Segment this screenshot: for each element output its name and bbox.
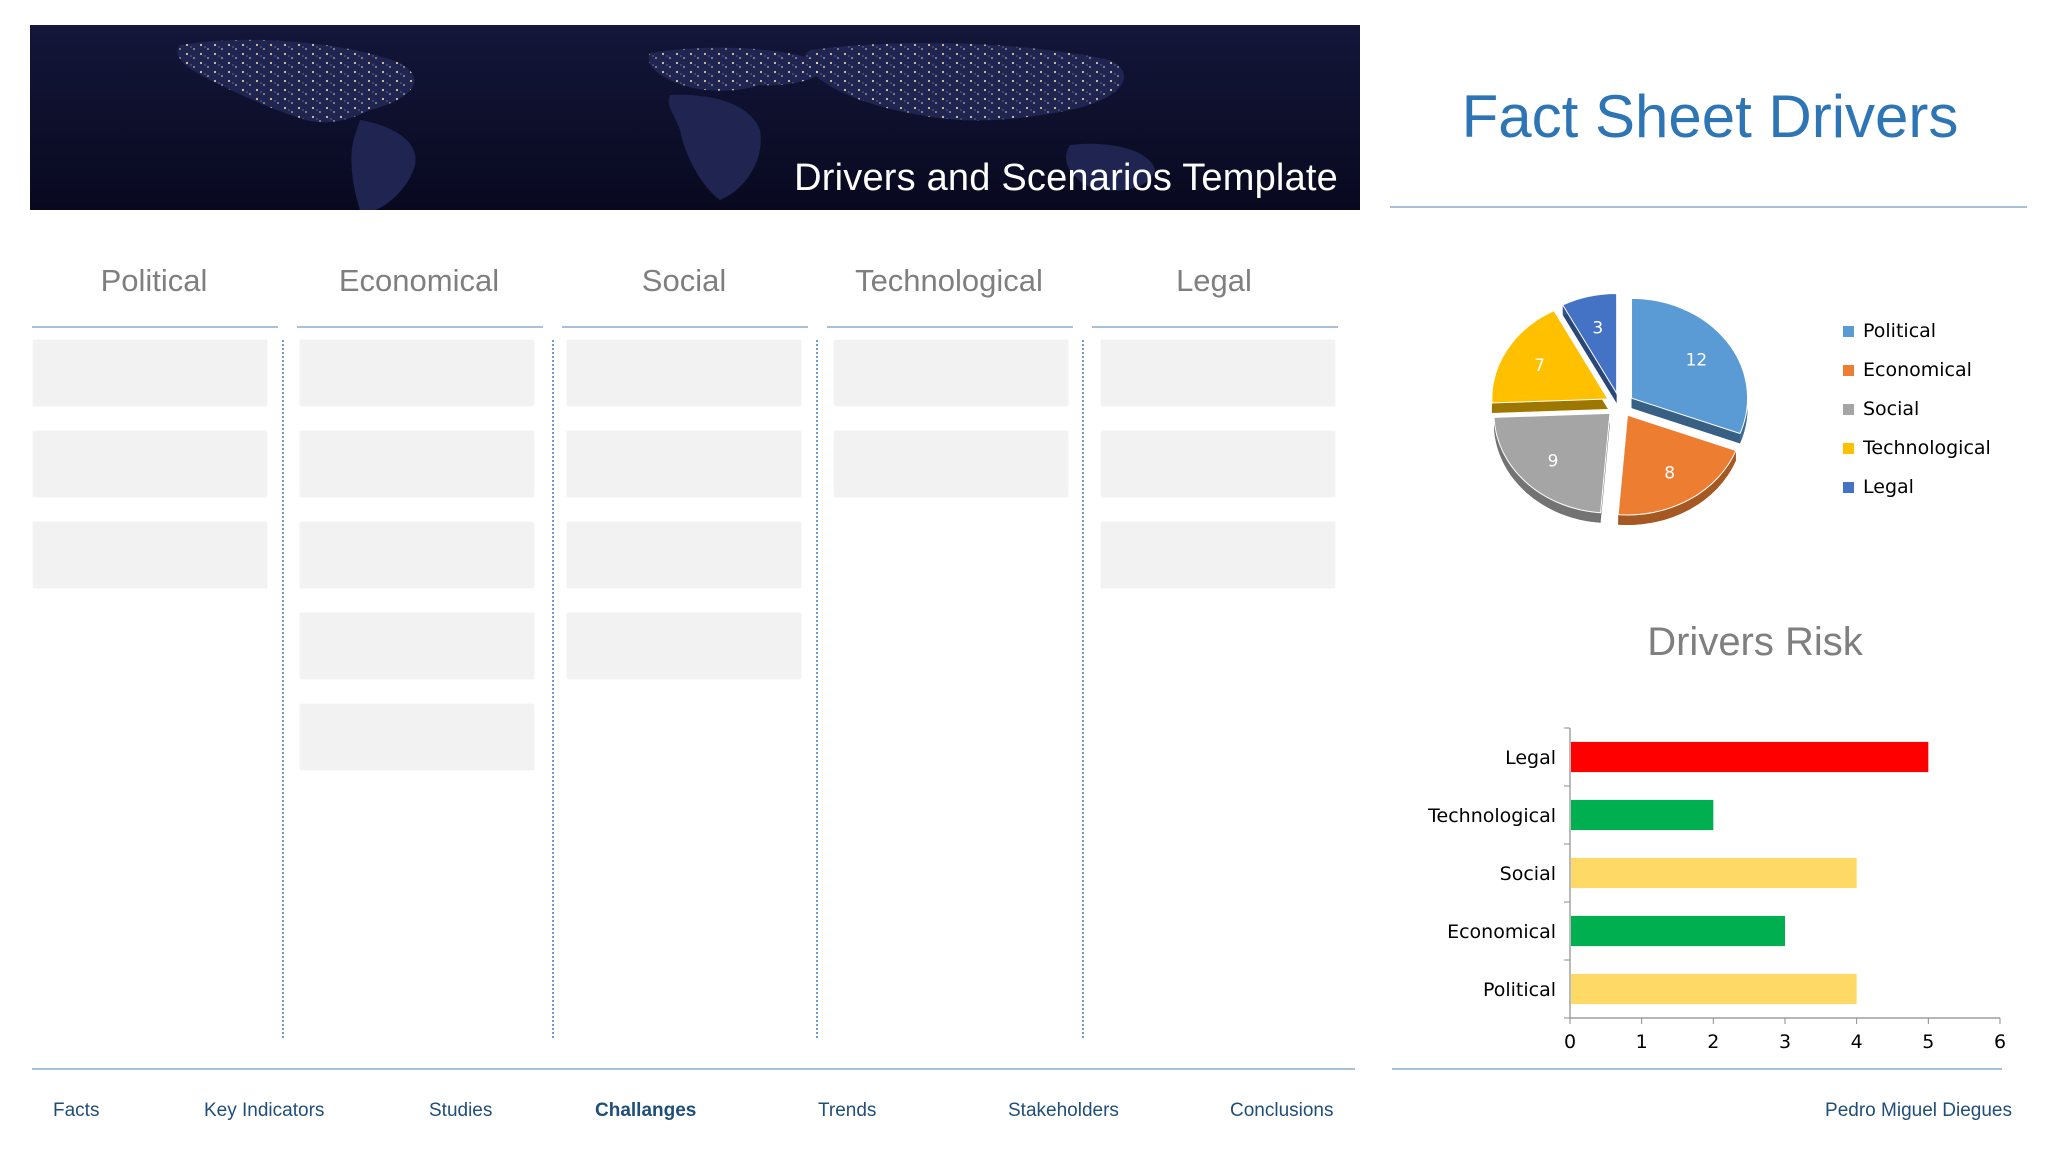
column-header-technological: Technological: [855, 263, 1043, 298]
legend-item-economical: Economical: [1843, 357, 1991, 396]
bar-legal: [1571, 741, 1929, 773]
nav-stakeholders[interactable]: Stakeholders: [1008, 1100, 1119, 1121]
bar-category-label: Legal: [1505, 747, 1556, 769]
column-header-social: Social: [641, 263, 727, 298]
column-separator: [816, 340, 818, 1038]
driver-card-social[interactable]: [567, 340, 801, 406]
legend-swatch: [1843, 365, 1854, 376]
legend-swatch: [1843, 326, 1854, 337]
pie-slice-legal: 3: [1562, 293, 1618, 404]
pie-legend: Political Economical Social Technological Le…: [1843, 318, 1991, 513]
column-separator: [1082, 340, 1084, 1038]
legend-label: Legal: [1863, 476, 1914, 498]
nav-facts[interactable]: Facts: [53, 1100, 100, 1121]
legend-swatch: [1843, 482, 1854, 493]
pie-data-label: 7: [1534, 356, 1545, 376]
x-tick-label: 0: [1564, 1031, 1576, 1053]
bar-category-label: Political: [1483, 979, 1556, 1001]
x-tick-label: 6: [1994, 1031, 2006, 1053]
legend-item-political: Political: [1843, 318, 1991, 357]
driver-card-legal[interactable]: [1101, 340, 1335, 406]
pie-slice-technological: 7: [1491, 310, 1609, 413]
legend-item-technological: Technological: [1843, 435, 1991, 474]
author-name: Pedro Miguel Diegues: [1825, 1100, 2012, 1121]
column-header-political: Political: [100, 263, 208, 298]
driver-card-economical[interactable]: [300, 613, 534, 679]
driver-card-technological[interactable]: [834, 431, 1068, 497]
x-tick-label: 2: [1707, 1031, 1719, 1053]
driver-card-economical[interactable]: [300, 340, 534, 406]
risk-chart-title: Drivers Risk: [1647, 620, 1863, 664]
column-underline: [32, 326, 278, 328]
pie-data-label: 8: [1664, 464, 1675, 484]
pie-slice-political: 12: [1631, 297, 1748, 444]
driver-card-economical[interactable]: [300, 431, 534, 497]
driver-card-social[interactable]: [567, 613, 801, 679]
fact-sheet-title: Fact Sheet Drivers: [1461, 83, 1959, 150]
driver-card-social[interactable]: [567, 431, 801, 497]
header-banner: Drivers and Scenarios Template: [30, 25, 1360, 210]
drivers-pie-chart: 12 8 9 7 3: [1491, 293, 1748, 525]
pie-slice-social: 9: [1493, 412, 1611, 523]
bar-category-label: Economical: [1447, 921, 1556, 943]
nav-studies[interactable]: Studies: [429, 1100, 493, 1121]
x-tick-label: 1: [1636, 1031, 1648, 1053]
pie-data-label: 12: [1686, 351, 1708, 371]
column-underline: [827, 326, 1073, 328]
driver-card-social[interactable]: [567, 522, 801, 588]
driver-card-political[interactable]: [33, 340, 267, 406]
bar-political: [1571, 973, 1857, 1005]
drivers-risk-bar-chart: Legal Technological Social Economical Politi…: [1427, 727, 2006, 1053]
x-tick-label: 4: [1851, 1031, 1863, 1053]
pie-data-label: 3: [1592, 318, 1603, 338]
legend-item-legal: Legal: [1843, 474, 1991, 513]
legend-label: Economical: [1863, 359, 1972, 381]
driver-card-economical[interactable]: [300, 704, 534, 770]
column-header-legal: Legal: [1176, 263, 1252, 298]
x-tick-label: 5: [1922, 1031, 1934, 1053]
driver-card-political[interactable]: [33, 522, 267, 588]
column-header-economical: Economical: [338, 263, 500, 298]
column-underline: [1092, 326, 1338, 328]
pie-data-label: 9: [1548, 451, 1559, 471]
legend-label: Political: [1863, 320, 1937, 342]
column-separator: [282, 340, 284, 1038]
banner-title: Drivers and Scenarios Template: [794, 157, 1338, 199]
nav-conclusions[interactable]: Conclusions: [1230, 1100, 1334, 1121]
footer-divider-side: [1392, 1068, 2002, 1070]
bar-social: [1571, 857, 1857, 889]
footer-divider: [32, 1068, 1355, 1070]
column-underline: [297, 326, 543, 328]
world-night-map-image: [30, 25, 1360, 210]
nav-key-indicators[interactable]: Key Indicators: [204, 1100, 325, 1121]
column-separator: [552, 340, 554, 1038]
title-divider: [1390, 206, 2027, 208]
driver-card-legal[interactable]: [1101, 431, 1335, 497]
column-underline: [562, 326, 808, 328]
bar-economical: [1571, 915, 1785, 947]
legend-item-social: Social: [1843, 396, 1991, 435]
bar-category-label: Social: [1500, 863, 1556, 885]
legend-swatch: [1843, 443, 1854, 454]
driver-card-economical[interactable]: [300, 522, 534, 588]
bar-category-label: Technological: [1427, 805, 1556, 827]
legend-label: Social: [1863, 398, 1920, 420]
nav-trends[interactable]: Trends: [818, 1100, 877, 1121]
driver-card-technological[interactable]: [834, 340, 1068, 406]
pie-slice-economical: 8: [1617, 414, 1737, 525]
nav-challanges[interactable]: Challanges: [595, 1100, 697, 1121]
legend-label: Technological: [1863, 437, 1991, 459]
bar-technological: [1571, 799, 1714, 831]
x-tick-label: 3: [1779, 1031, 1791, 1053]
legend-swatch: [1843, 404, 1854, 415]
driver-card-political[interactable]: [33, 431, 267, 497]
driver-card-legal[interactable]: [1101, 522, 1335, 588]
